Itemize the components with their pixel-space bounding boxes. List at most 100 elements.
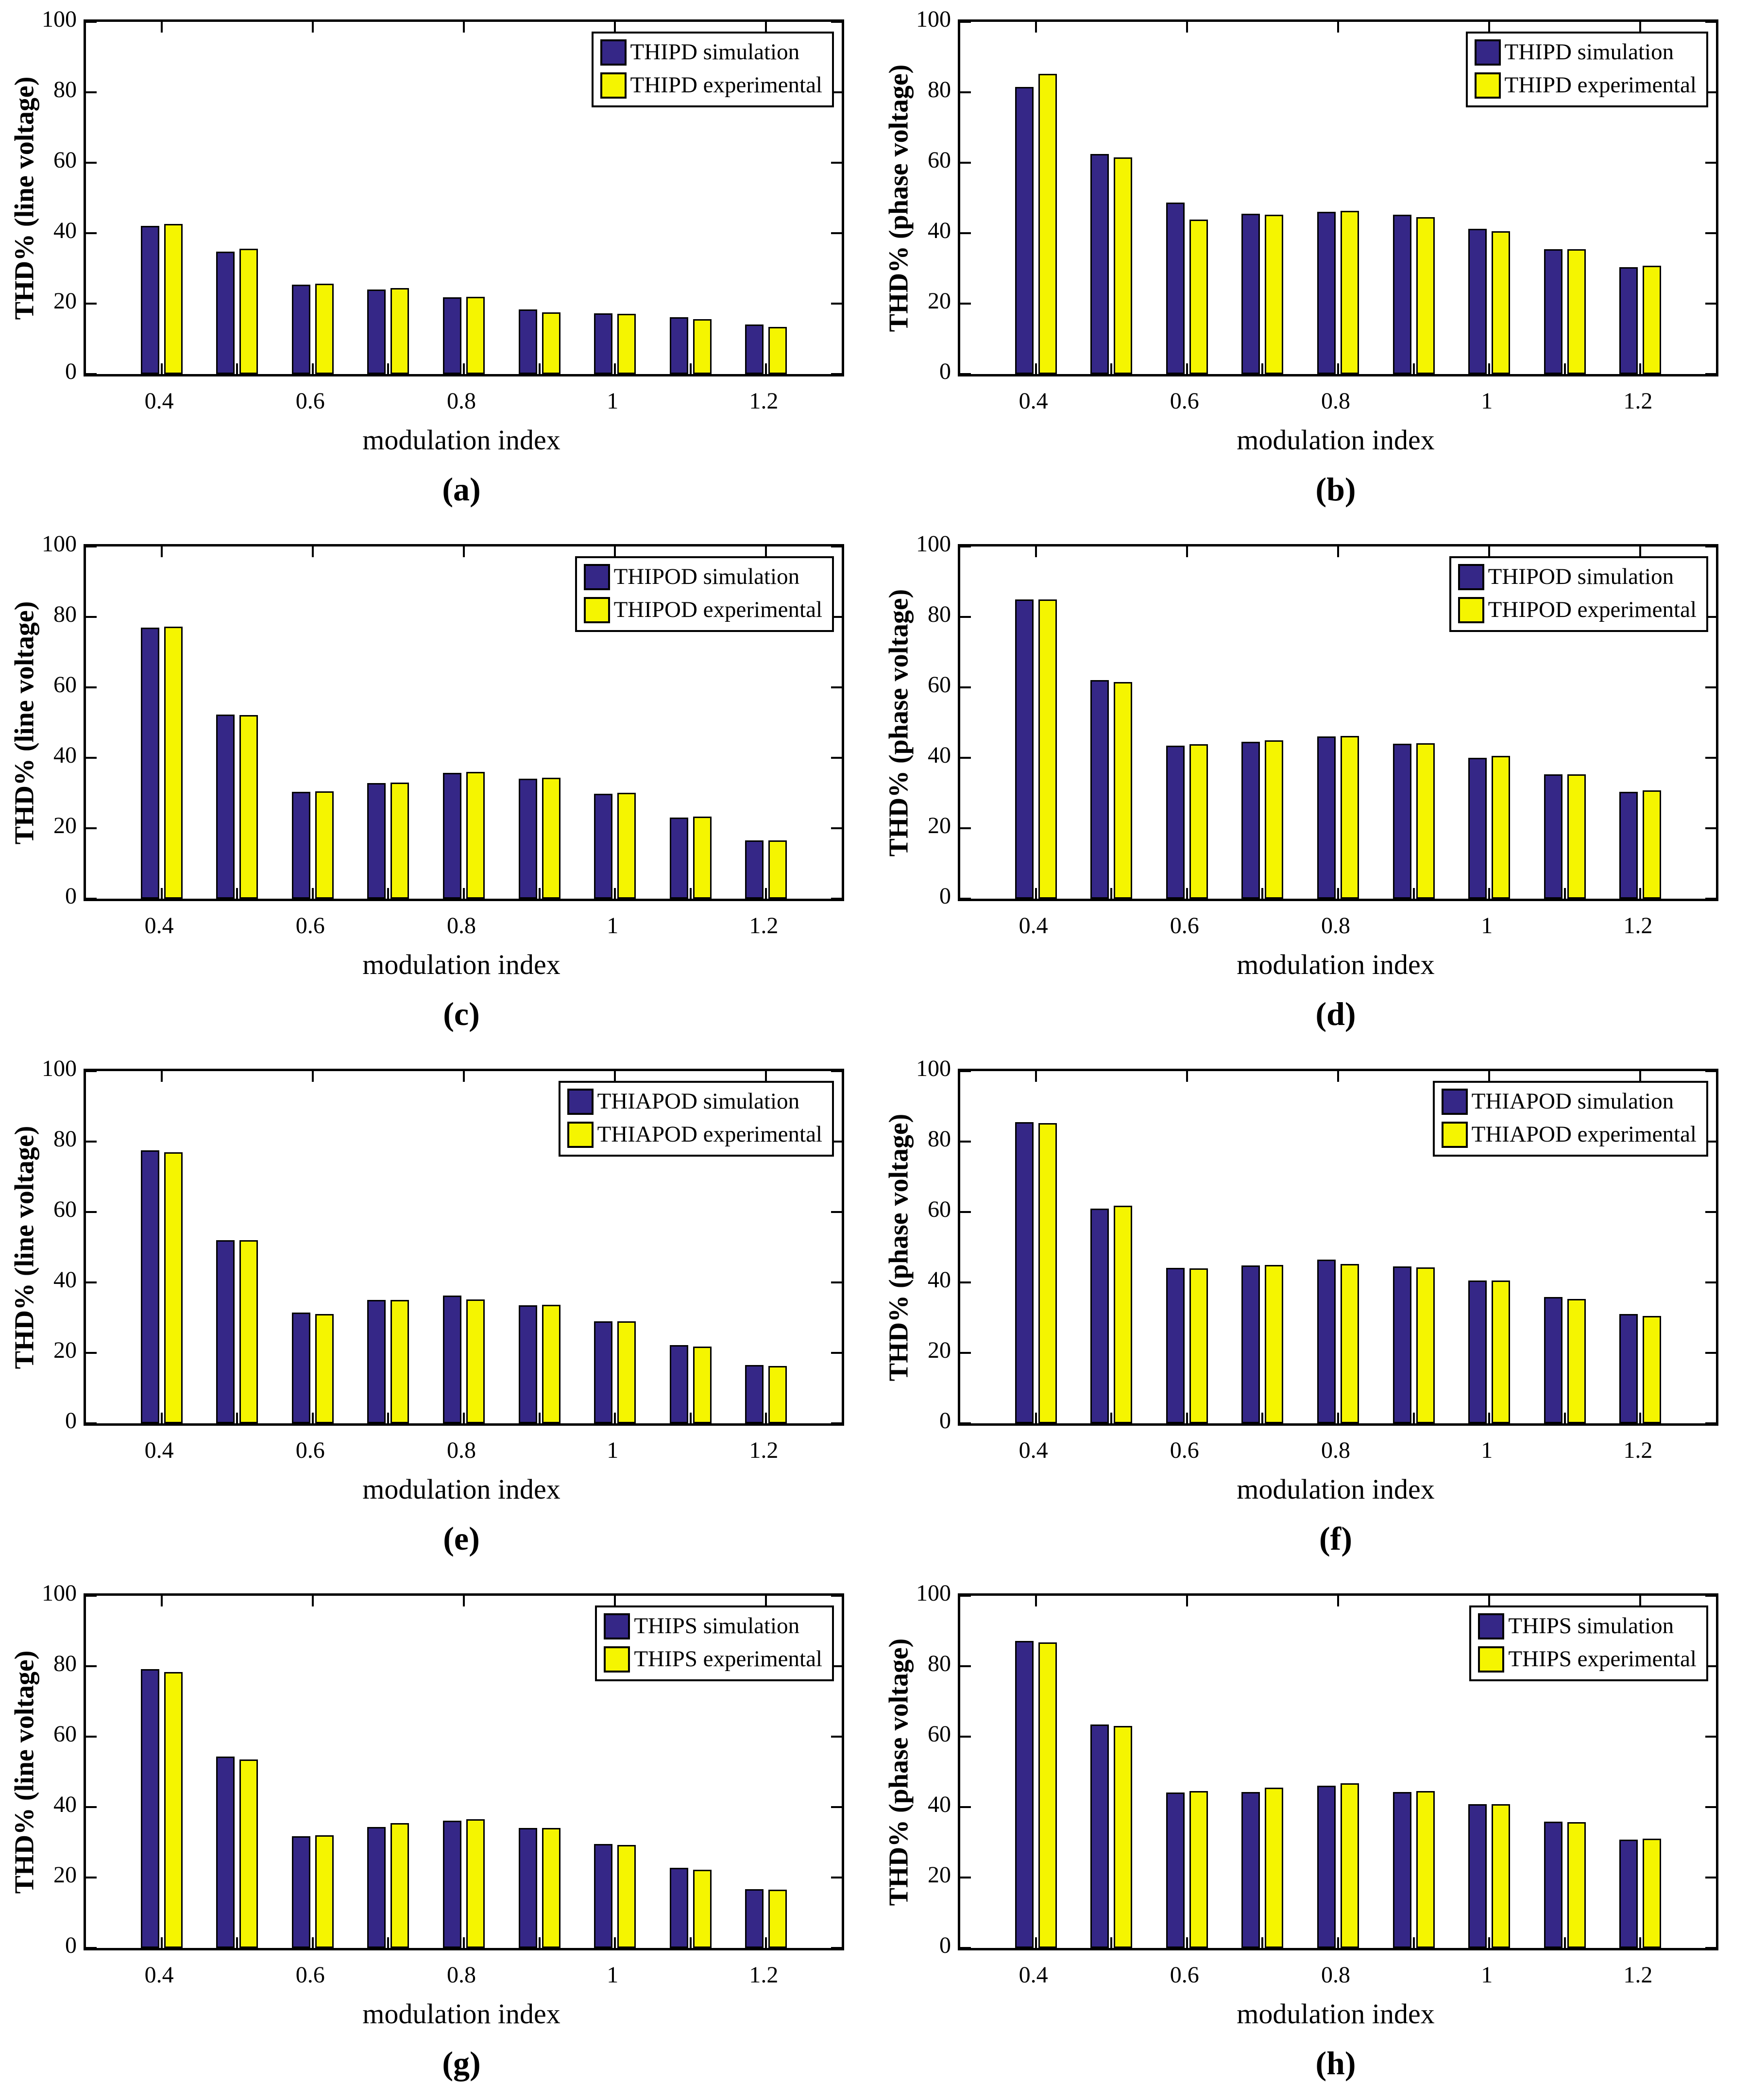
y-tick-mark [1705,1281,1716,1283]
x-tick-mark [160,1596,163,1606]
legend-item-experimental: THIAPOD experimental [1441,1122,1697,1148]
bar-simulation [292,285,310,374]
bar-simulation [367,1827,386,1948]
x-tick-mark [1186,546,1188,557]
bar-experimental [693,1870,712,1948]
y-tick-mark [831,303,842,305]
bar-simulation [1015,599,1034,899]
y-tick-mark [831,1281,842,1283]
legend: THIPS simulation THIPS experimental [1469,1605,1708,1681]
y-tick-mark [960,1947,971,1949]
bar-simulation [670,818,688,899]
bar-experimental [1567,1299,1586,1423]
legend-swatch-simulation [600,39,627,66]
bar-simulation [1015,87,1034,374]
x-tick-mark [1035,1596,1037,1606]
x-tick-mark [463,888,465,899]
y-tick-label: 60 [53,147,77,173]
panel-caption: (g) [442,2045,481,2082]
y-tick-mark [1705,546,1716,547]
y-tick-mark [831,616,842,618]
y-tick-mark [86,1352,97,1354]
y-tick-mark [960,686,971,688]
bar-experimental [391,1300,409,1423]
y-tick-label: 80 [928,77,951,102]
x-tick-label: 0.4 [144,913,174,939]
x-tick-label: 1 [607,913,619,939]
bar-simulation [1393,1792,1411,1948]
x-tick-mark [1488,1937,1491,1948]
y-tick-mark [960,1595,971,1597]
y-tick-mark [1705,1665,1716,1667]
bar-experimental [466,772,485,899]
y-tick-mark [86,1736,97,1738]
bar-simulation [1544,1297,1562,1423]
plot-area: THIPD simulation THIPD experimental [958,19,1718,376]
bar-simulation [1166,1268,1185,1423]
x-tick-mark [1337,1071,1339,1082]
legend-item-experimental: THIPD experimental [600,72,822,99]
legend-swatch-simulation [1458,564,1484,590]
bar-experimental [1189,220,1208,374]
bar-simulation [216,1240,235,1423]
legend-swatch-simulation [1441,1089,1468,1115]
x-tick-label: 0.8 [447,1962,476,1988]
bar-simulation [1166,203,1185,374]
bar-simulation [443,1821,461,1948]
y-tick-mark [831,1595,842,1597]
x-tick-mark [1035,363,1037,374]
x-axis-label: modulation index [362,1473,560,1505]
bar-experimental [239,249,258,374]
bar-simulation [745,840,764,899]
x-tick-mark [236,363,238,374]
x-tick-label: 1 [1481,913,1493,939]
legend-label: THIAPOD experimental [1471,1122,1697,1147]
bar-simulation [745,1889,764,1948]
legend-swatch-experimental [567,1122,594,1148]
y-tick-label: 20 [928,1862,951,1888]
y-tick-label: 80 [53,77,77,102]
x-tick-mark [1186,1071,1188,1082]
chart-panel-h: THD% (phase voltage) THIPS simulation TH… [874,1574,1749,2100]
bar-simulation [292,1313,310,1423]
x-tick-mark [1337,363,1339,374]
y-tick-label: 40 [928,1792,951,1817]
bar-simulation [1241,214,1260,374]
x-tick-mark [1337,22,1339,33]
y-tick-label: 100 [42,1056,77,1081]
x-tick-mark [311,888,314,899]
x-tick-mark [765,1937,767,1948]
y-tick-mark [1705,1736,1716,1738]
bar-experimental [466,297,485,374]
x-tick-mark [1412,1937,1415,1948]
bar-experimental [542,1305,560,1423]
bar-experimental [1567,774,1586,899]
y-tick-mark [960,757,971,759]
y-tick-label: 100 [916,1580,951,1606]
y-tick-label: 20 [53,1337,77,1363]
bar-experimental [1114,682,1132,899]
bar-simulation [367,783,386,899]
x-tick-label: 1.2 [749,913,779,939]
y-tick-mark [86,1806,97,1808]
bar-simulation [1015,1122,1034,1423]
x-tick-label: 0.6 [295,913,325,939]
y-tick-mark [831,1665,842,1667]
bar-simulation [1393,215,1411,374]
bar-experimental [1492,1804,1510,1948]
bar-simulation [292,1836,310,1948]
y-tick-mark [831,373,842,375]
y-tick-mark [1705,1352,1716,1354]
x-tick-mark [1412,1413,1415,1423]
y-tick-label: 20 [928,288,951,314]
x-tick-mark [1261,1413,1264,1423]
y-tick-mark [1705,1141,1716,1143]
bar-experimental [1341,1264,1359,1423]
x-axis-label: modulation index [1237,1998,1435,2030]
legend-label: THIPD simulation [1504,39,1674,65]
bar-experimental [1038,599,1057,899]
x-tick-label: 0.4 [1019,388,1048,414]
x-tick-mark [614,22,616,33]
x-tick-mark [463,363,465,374]
x-tick-label: 0.8 [1321,913,1350,939]
